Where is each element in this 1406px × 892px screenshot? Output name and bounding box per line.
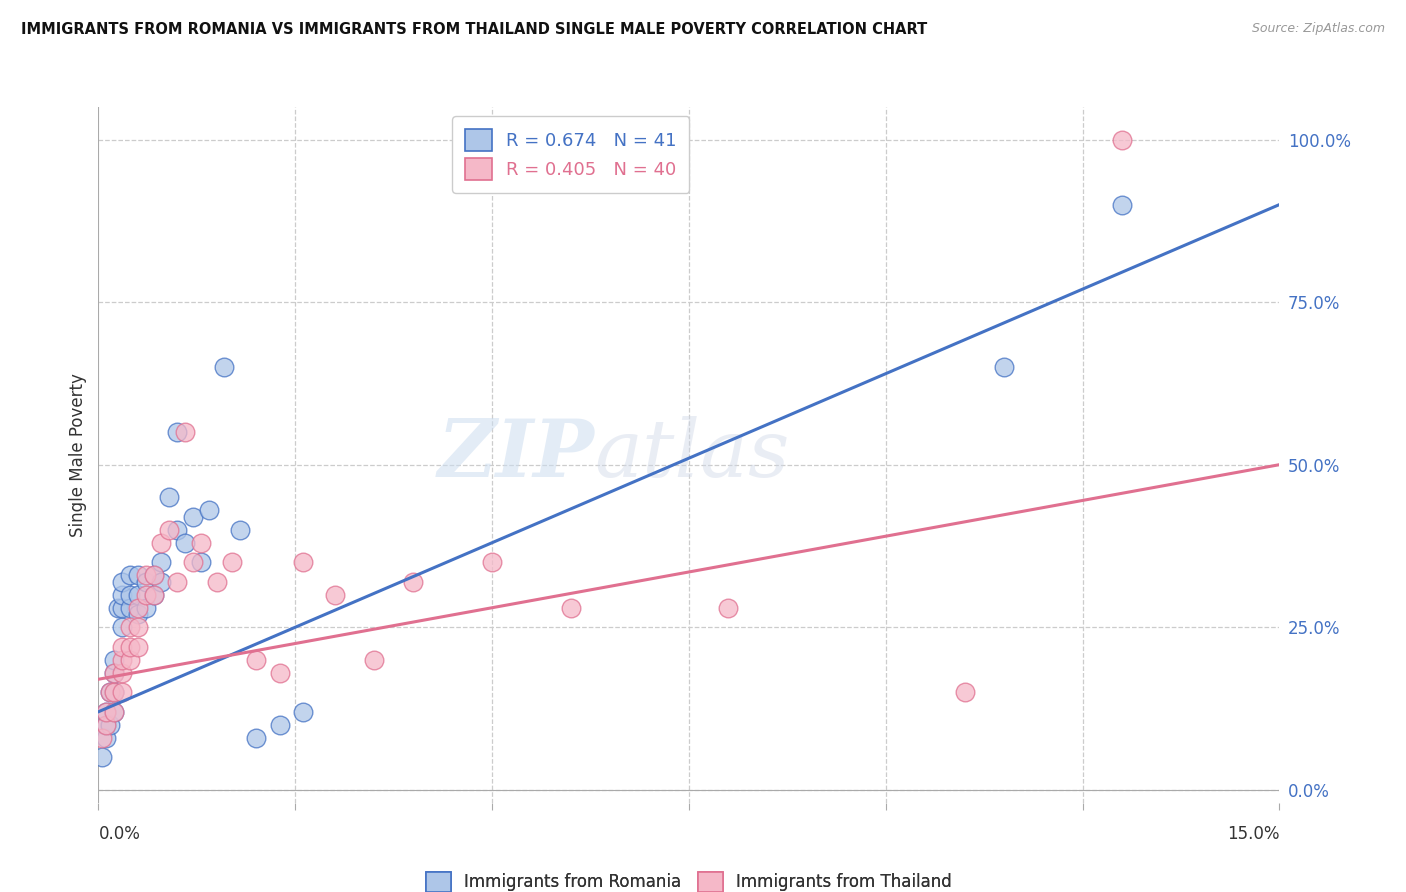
Point [166, 523, 188, 537]
Point [402, 574, 425, 589]
Point [560, 600, 582, 615]
Point [118, 568, 141, 582]
Point [111, 640, 134, 654]
Point [363, 653, 385, 667]
Point [96, 705, 118, 719]
Point [245, 653, 267, 667]
Point [142, 568, 165, 582]
Point [135, 574, 157, 589]
Point [157, 523, 180, 537]
Point [103, 705, 125, 719]
Legend: Immigrants from Romania, Immigrants from Thailand: Immigrants from Romania, Immigrants from… [415, 860, 963, 892]
Point [103, 685, 125, 699]
Point [269, 718, 291, 732]
Point [135, 600, 157, 615]
Text: ZIP: ZIP [437, 417, 595, 493]
Point [111, 653, 134, 667]
Point [127, 588, 149, 602]
Point [229, 523, 252, 537]
Point [127, 620, 149, 634]
Point [96, 731, 118, 745]
Point [1111, 132, 1133, 146]
Point [481, 555, 503, 569]
Y-axis label: Single Male Poverty: Single Male Poverty [69, 373, 87, 537]
Point [98, 685, 121, 699]
Point [190, 555, 212, 569]
Point [127, 600, 149, 615]
Point [96, 718, 118, 732]
Point [135, 588, 157, 602]
Point [953, 685, 976, 699]
Point [127, 640, 149, 654]
Point [181, 509, 204, 524]
Point [103, 653, 125, 667]
Point [717, 600, 740, 615]
Point [292, 555, 315, 569]
Point [214, 360, 236, 375]
Point [174, 425, 197, 439]
Point [96, 718, 118, 732]
Point [91, 750, 114, 764]
Point [111, 665, 134, 680]
Point [292, 705, 315, 719]
Point [993, 360, 1015, 375]
Point [166, 574, 188, 589]
Point [111, 600, 134, 615]
Point [118, 640, 141, 654]
Point [221, 555, 243, 569]
Point [118, 588, 141, 602]
Point [174, 535, 197, 549]
Point [142, 568, 165, 582]
Point [181, 555, 204, 569]
Point [127, 607, 149, 622]
Point [111, 588, 134, 602]
Point [205, 574, 228, 589]
Point [190, 535, 212, 549]
Point [166, 425, 188, 439]
Point [150, 555, 173, 569]
Point [103, 665, 125, 680]
Text: 15.0%: 15.0% [1227, 825, 1279, 843]
Point [269, 665, 291, 680]
Point [135, 568, 157, 582]
Point [103, 685, 125, 699]
Point [142, 588, 165, 602]
Point [111, 620, 134, 634]
Point [96, 705, 118, 719]
Point [142, 588, 165, 602]
Point [91, 731, 114, 745]
Point [118, 653, 141, 667]
Point [323, 588, 346, 602]
Point [98, 718, 121, 732]
Point [118, 620, 141, 634]
Text: IMMIGRANTS FROM ROMANIA VS IMMIGRANTS FROM THAILAND SINGLE MALE POVERTY CORRELAT: IMMIGRANTS FROM ROMANIA VS IMMIGRANTS FR… [21, 22, 928, 37]
Point [127, 568, 149, 582]
Point [150, 535, 173, 549]
Point [1111, 197, 1133, 211]
Point [111, 574, 134, 589]
Point [245, 731, 267, 745]
Point [150, 574, 173, 589]
Text: Source: ZipAtlas.com: Source: ZipAtlas.com [1251, 22, 1385, 36]
Point [103, 665, 125, 680]
Point [111, 685, 134, 699]
Point [118, 600, 141, 615]
Text: atlas: atlas [595, 417, 790, 493]
Point [103, 705, 125, 719]
Text: 0.0%: 0.0% [98, 825, 141, 843]
Point [197, 503, 219, 517]
Point [107, 600, 129, 615]
Point [157, 490, 180, 504]
Point [98, 685, 121, 699]
